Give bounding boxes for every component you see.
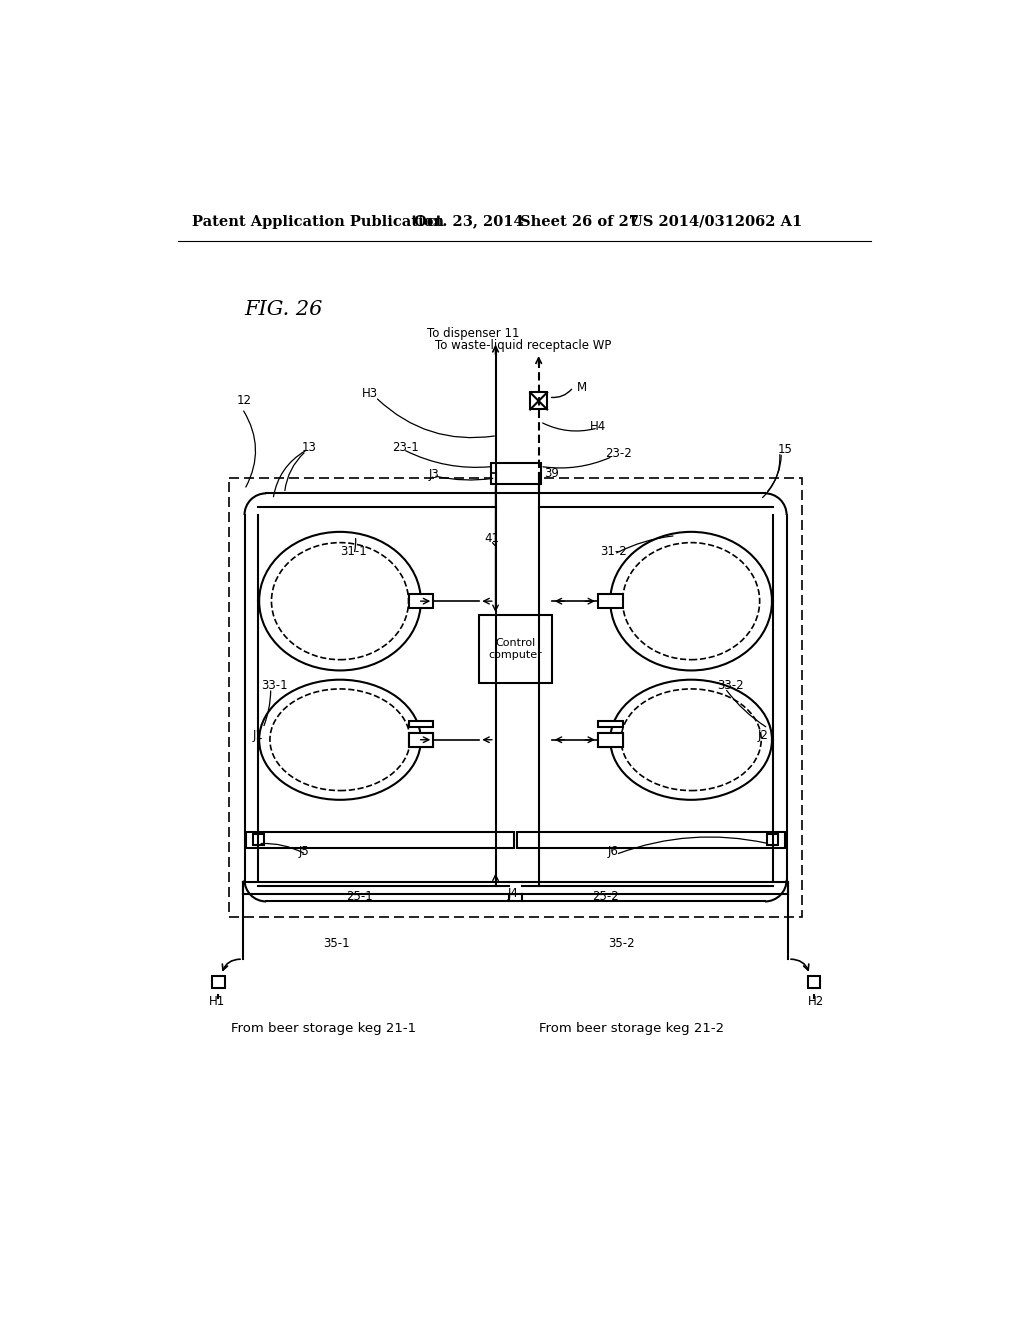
Text: 31-2: 31-2 <box>600 545 627 557</box>
Text: To waste-liquid receptacle WP: To waste-liquid receptacle WP <box>435 339 611 352</box>
Text: Patent Application Publication: Patent Application Publication <box>193 215 444 228</box>
Bar <box>479 615 552 682</box>
Text: H1: H1 <box>209 995 225 1008</box>
Text: 35-2: 35-2 <box>608 937 635 950</box>
Text: Sheet 26 of 27: Sheet 26 of 27 <box>520 215 639 228</box>
Bar <box>517 832 785 847</box>
Text: 41: 41 <box>484 532 500 545</box>
Text: 23-2: 23-2 <box>605 446 632 459</box>
Text: 25-2: 25-2 <box>593 890 620 903</box>
Text: US 2014/0312062 A1: US 2014/0312062 A1 <box>630 215 802 228</box>
Text: From beer storage keg 21-2: From beer storage keg 21-2 <box>539 1022 724 1035</box>
Text: 23-1: 23-1 <box>392 441 419 454</box>
Text: 35-1: 35-1 <box>323 937 349 950</box>
Text: To dispenser 11: To dispenser 11 <box>427 326 519 339</box>
Text: J4: J4 <box>508 887 519 900</box>
Bar <box>598 733 623 747</box>
Text: 25-1: 25-1 <box>346 890 373 903</box>
Text: 33-1: 33-1 <box>261 680 288 693</box>
Text: H3: H3 <box>361 387 378 400</box>
Bar <box>767 834 778 845</box>
Bar <box>409 594 433 609</box>
Bar <box>253 834 264 845</box>
Text: J6: J6 <box>608 845 618 858</box>
Bar <box>490 462 541 484</box>
Text: 13: 13 <box>301 441 316 454</box>
Bar <box>246 832 514 847</box>
Text: Oct. 23, 2014: Oct. 23, 2014 <box>414 215 523 228</box>
Text: FIG. 26: FIG. 26 <box>245 300 323 319</box>
Text: J2: J2 <box>758 730 769 742</box>
Text: Control
computer: Control computer <box>488 638 543 660</box>
Text: J1: J1 <box>252 730 263 742</box>
Text: H2: H2 <box>808 995 824 1008</box>
Bar <box>212 977 224 989</box>
Text: 15: 15 <box>777 444 793 455</box>
Bar <box>808 977 820 989</box>
Bar <box>409 733 433 747</box>
Text: J5: J5 <box>298 845 309 858</box>
Bar <box>598 721 623 726</box>
Text: 31-1: 31-1 <box>340 545 367 557</box>
Text: From beer storage keg 21-1: From beer storage keg 21-1 <box>230 1022 416 1035</box>
Bar <box>409 721 433 726</box>
Text: M: M <box>578 380 588 393</box>
Text: 39: 39 <box>544 467 559 480</box>
Text: J3: J3 <box>429 467 439 480</box>
Bar <box>598 733 623 747</box>
Text: H4: H4 <box>590 420 606 433</box>
Text: 33-2: 33-2 <box>717 680 743 693</box>
Bar <box>530 392 547 409</box>
Bar <box>598 594 623 609</box>
Bar <box>409 733 433 747</box>
Text: 12: 12 <box>237 395 252 408</box>
